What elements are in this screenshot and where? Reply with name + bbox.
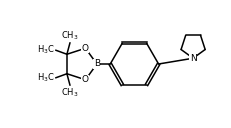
Text: O: O <box>82 44 88 53</box>
Text: O: O <box>82 75 88 84</box>
Text: N: N <box>189 54 196 63</box>
Text: H$_3$C: H$_3$C <box>36 72 54 84</box>
Text: B: B <box>93 60 100 68</box>
Text: CH$_3$: CH$_3$ <box>61 29 79 42</box>
Text: H$_3$C: H$_3$C <box>36 44 54 56</box>
Text: CH$_3$: CH$_3$ <box>61 86 79 99</box>
